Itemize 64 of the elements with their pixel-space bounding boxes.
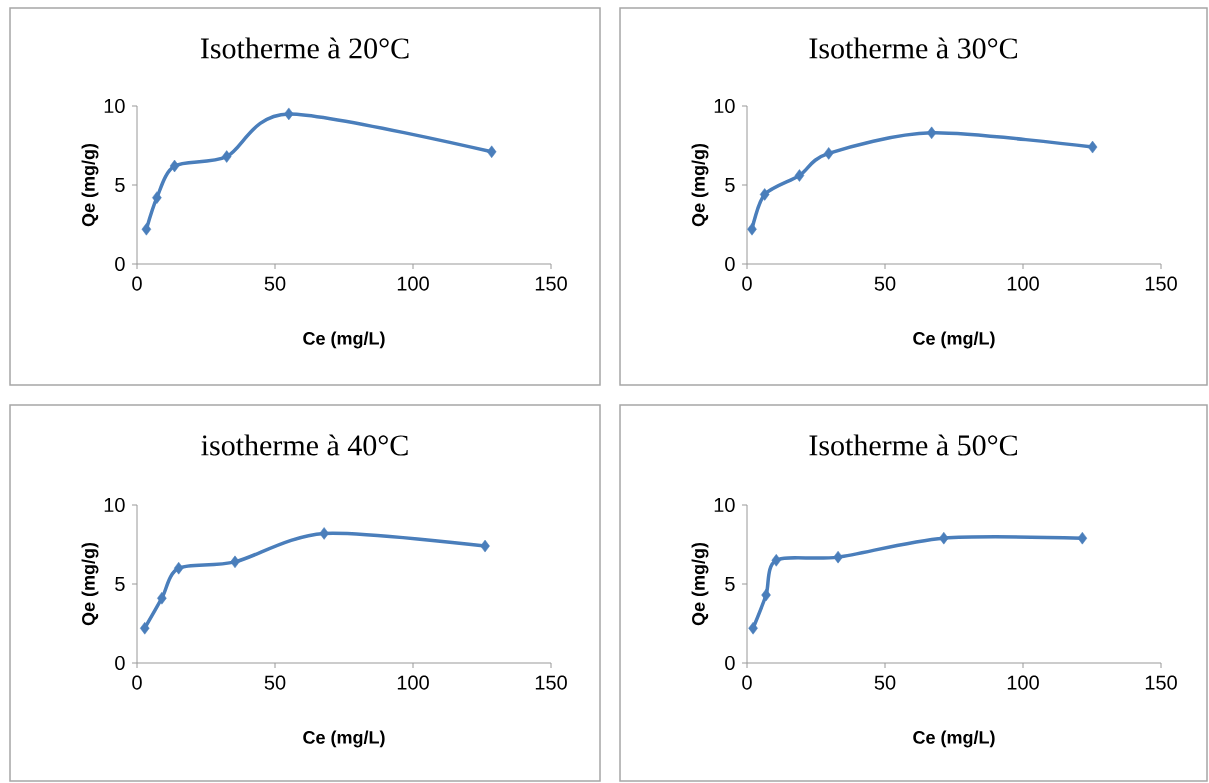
point — [761, 588, 771, 602]
point — [319, 527, 329, 540]
x-tick-label: 50 — [874, 276, 896, 291]
chart-title: Isotherme à 50°C — [809, 434, 1017, 456]
y-tick-label: 0 — [725, 655, 735, 671]
x-tick-label: 50 — [264, 276, 286, 291]
y-tick-label: 5 — [115, 178, 125, 192]
x-tick-label: 150 — [1145, 276, 1177, 291]
y-tick-label: 0 — [115, 655, 125, 671]
x-tick-label: 150 — [535, 276, 567, 291]
y-tick-label: 10 — [104, 98, 125, 114]
point — [823, 147, 834, 160]
y-axis-title: Qe (mg/g) — [691, 143, 709, 227]
point — [759, 188, 770, 201]
x-axis-title: Ce (mg/L) — [913, 331, 995, 349]
x-tick-label: 0 — [132, 675, 142, 690]
point — [152, 191, 162, 204]
point — [139, 621, 150, 635]
x-tick-label: 50 — [874, 675, 896, 690]
y-axis-title: Qe (mg/g) — [81, 542, 99, 626]
point — [157, 591, 167, 605]
y-tick-label: 10 — [714, 98, 735, 114]
y-tick-label: 5 — [725, 577, 735, 591]
x-tick-label: 100 — [1007, 675, 1039, 690]
point — [833, 550, 843, 564]
x-tick-label: 100 — [397, 675, 429, 690]
point — [169, 159, 180, 173]
chart-title: isotherme à 40°C — [201, 434, 408, 456]
y-tick-label: 5 — [725, 178, 735, 192]
y-tick-label: 5 — [115, 577, 125, 591]
point — [794, 169, 805, 182]
point — [747, 222, 757, 236]
y-axis-title: Qe (mg/g) — [691, 542, 709, 626]
x-tick-label: 100 — [397, 276, 429, 291]
point — [748, 621, 758, 635]
x-tick-label: 0 — [742, 675, 752, 690]
y-tick-label: 0 — [725, 256, 735, 272]
point — [486, 145, 497, 159]
x-tick-label: 0 — [132, 276, 142, 291]
x-axis-title: Ce (mg/L) — [913, 730, 995, 748]
point — [480, 539, 490, 553]
point — [173, 561, 184, 575]
y-axis-title: Qe (mg/g) — [81, 143, 99, 227]
chart-title: Isotherme à 30°C — [809, 37, 1017, 59]
chart-title: Isotherme à 20°C — [200, 37, 409, 59]
point — [284, 107, 294, 121]
point — [926, 126, 937, 140]
y-tick-label: 10 — [714, 497, 735, 513]
x-tick-label: 50 — [264, 675, 286, 690]
point — [771, 554, 782, 567]
point — [230, 555, 240, 569]
x-tick-label: 150 — [535, 675, 567, 690]
point — [1077, 531, 1088, 545]
y-tick-label: 0 — [115, 256, 125, 272]
point — [221, 150, 232, 163]
y-tick-label: 10 — [104, 497, 125, 513]
point — [141, 222, 152, 236]
point — [939, 531, 949, 545]
point — [1087, 140, 1098, 154]
x-tick-label: 150 — [1145, 675, 1177, 690]
x-axis-title: Ce (mg/L) — [303, 730, 385, 748]
x-tick-label: 0 — [742, 276, 752, 291]
x-axis-title: Ce (mg/L) — [303, 331, 385, 349]
x-tick-label: 100 — [1007, 276, 1039, 291]
